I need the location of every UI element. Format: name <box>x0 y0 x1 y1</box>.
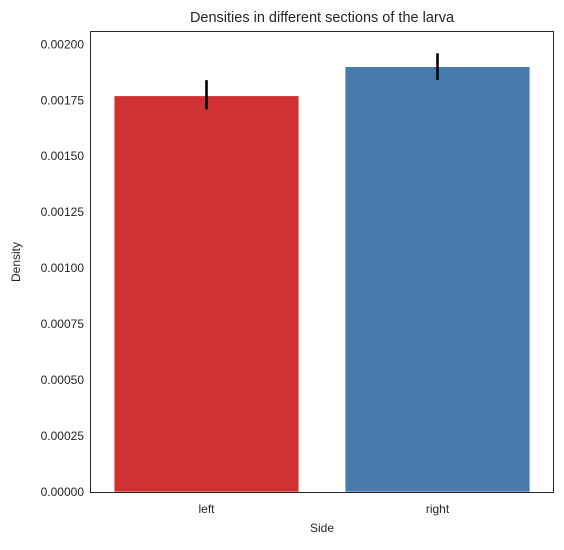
y-tick-label: 0.00200 <box>41 37 85 51</box>
bar-left <box>114 96 299 492</box>
y-tick-label: 0.00000 <box>41 485 85 499</box>
y-tick-label: 0.00125 <box>41 205 85 219</box>
y-tick-label: 0.00025 <box>41 429 85 443</box>
x-tick-label-left: left <box>198 502 215 516</box>
bars-layer <box>114 67 530 492</box>
y-tick-label: 0.00075 <box>41 317 85 331</box>
y-tick-label: 0.00100 <box>41 261 85 275</box>
x-axis-ticks: left right <box>198 502 449 516</box>
y-tick-label: 0.00050 <box>41 373 85 387</box>
x-axis-label: Side <box>310 521 334 535</box>
y-tick-label: 0.00150 <box>41 149 85 163</box>
y-axis-ticks: 0.00000 0.00025 0.00050 0.00075 0.00100 0.001… <box>41 37 85 499</box>
y-tick-label: 0.00175 <box>41 93 85 107</box>
chart-title: Densities in different sections of the l… <box>190 10 455 26</box>
bar-right <box>345 67 530 492</box>
x-tick-label-right: right <box>426 502 450 516</box>
y-axis-label: Density <box>9 242 23 282</box>
